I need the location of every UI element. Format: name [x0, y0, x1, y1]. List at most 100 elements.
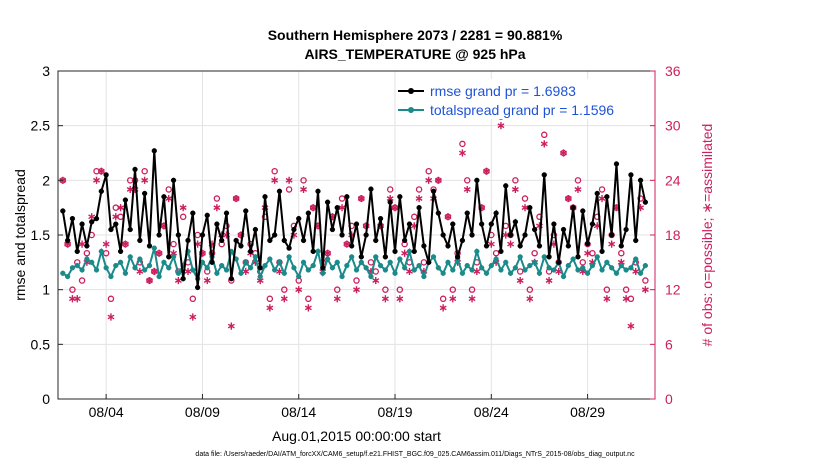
totalspread-point — [93, 267, 100, 273]
rmse-point — [137, 237, 143, 244]
totalspread-point — [623, 267, 629, 273]
totalspread-point — [560, 273, 567, 280]
obs-assimilated-point — [78, 240, 86, 248]
totalspread-point — [117, 259, 124, 265]
rmse-point — [454, 254, 461, 260]
totalspread-point — [98, 248, 104, 255]
obs-assimilated-point — [372, 276, 380, 285]
obs-assimilated-point — [545, 276, 553, 285]
rmse-point — [450, 221, 456, 227]
rmse-point — [503, 183, 509, 189]
obs-possible-point — [338, 195, 346, 202]
y-tick-label: 1 — [42, 282, 50, 298]
obs-assimilated-point — [179, 204, 187, 212]
totalspread-point — [411, 267, 417, 273]
totalspread-point — [156, 273, 162, 280]
obs-assimilated-point — [102, 240, 110, 248]
obs-possible-point — [420, 259, 428, 266]
totalspread-point — [570, 256, 576, 262]
obs-assimilated-point — [540, 140, 548, 148]
obs-assimilated-point — [121, 240, 129, 248]
x-tick-label: 08/04 — [89, 404, 124, 420]
totalspread-point — [575, 267, 581, 273]
obs-possible-point — [512, 177, 519, 184]
rmse-point — [286, 245, 292, 251]
rmse-point — [430, 188, 437, 194]
data-series — [60, 148, 649, 291]
totalspread-point — [546, 265, 552, 271]
rmse-point — [339, 232, 345, 238]
rmse-point — [247, 248, 254, 255]
obs-possible-point — [459, 140, 466, 148]
rmse-point — [498, 248, 504, 255]
rmse-point — [575, 254, 581, 260]
rmse-point — [401, 237, 408, 244]
rmse-point — [599, 248, 605, 255]
totalspread-point — [84, 256, 90, 262]
rmse-point — [320, 265, 326, 271]
totalspread-point — [613, 270, 620, 276]
totalspread-point — [377, 262, 384, 269]
rmse-point — [329, 226, 336, 233]
rmse-point — [483, 243, 490, 249]
rmse-point — [522, 232, 528, 238]
totalspread-point — [493, 256, 499, 262]
totalspread-point — [151, 245, 157, 251]
obs-assimilated-point — [497, 122, 505, 130]
obs-possible-point — [107, 295, 115, 303]
y-tick-label: 1.5 — [31, 227, 51, 243]
obs-possible-point — [425, 167, 432, 175]
rmse-point — [377, 215, 384, 222]
rmse-point — [459, 237, 466, 244]
rmse-point — [281, 237, 287, 244]
obs-assimilated-point — [203, 276, 211, 285]
obs-assimilated-point — [189, 313, 197, 321]
rmse-point — [353, 221, 360, 227]
totalspread-point — [421, 273, 427, 280]
obs-assimilated-point — [88, 213, 96, 221]
rmse-point — [344, 194, 350, 200]
totalspread-point — [334, 259, 340, 265]
rmse-point — [296, 215, 302, 222]
obs-assimilated-point — [275, 267, 283, 276]
obs-possible-point — [69, 286, 76, 293]
rmse-point — [589, 221, 596, 227]
rmse-point — [560, 226, 567, 233]
rmse-point — [392, 248, 398, 255]
obs-assimilated-point — [309, 204, 317, 212]
obs-possible-point — [353, 277, 360, 284]
rmse-point — [190, 210, 196, 216]
totalspread-point — [522, 267, 528, 273]
rmse-point — [531, 226, 538, 233]
obs-assimilated-point — [155, 249, 163, 257]
totalspread-point — [204, 265, 210, 271]
obs-assimilated-point — [444, 213, 452, 221]
obs-possible-point — [271, 167, 278, 175]
rmse-point — [551, 221, 557, 227]
totalspread-point — [324, 256, 331, 262]
rmse-point — [291, 226, 297, 233]
obs-possible-point — [637, 195, 644, 202]
totalspread-point — [296, 273, 302, 280]
totalspread-point — [541, 254, 547, 260]
rmse-point — [228, 276, 234, 282]
obs-possible-point — [642, 277, 649, 284]
chart-canvas: 08/04 08/09 08/14 08/19 08/24 08/29 0 0.5 1 1.5 2 2… — [12, 63, 715, 444]
rmse-point — [580, 208, 586, 214]
y-tick-label: 2.5 — [31, 118, 51, 134]
rmse-point — [272, 232, 278, 238]
rmse-point — [324, 199, 331, 205]
axes: 08/04 08/09 08/14 08/19 08/24 08/29 0 0.5 1 1.5 2 2… — [31, 63, 681, 420]
obs-possible-point — [411, 213, 418, 221]
rmse-point — [199, 232, 206, 238]
obs-possible-point — [516, 268, 524, 275]
rmse-point — [64, 237, 71, 244]
obs-assimilated-point — [526, 295, 534, 303]
chart-title: Southern Hemisphere 2073 / 2281 = 90.881… — [267, 27, 563, 43]
totalspread-point — [628, 265, 634, 271]
rmse-point — [623, 226, 629, 233]
grid-lines — [58, 71, 655, 399]
rmse-point — [238, 243, 244, 249]
x-axis-label: Aug.01,2015 00:00:00 start — [272, 428, 441, 444]
obs-possible-point — [468, 286, 476, 293]
